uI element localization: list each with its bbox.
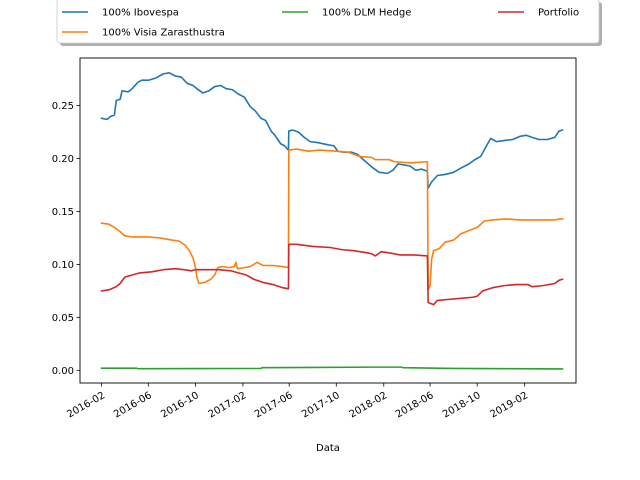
y-tick-label: 0.05 bbox=[52, 313, 74, 324]
x-axis-label: Data bbox=[316, 443, 340, 454]
y-tick-label: 0.00 bbox=[52, 366, 74, 377]
legend-item-portfolio: Portfolio bbox=[498, 8, 579, 19]
series-line-100-ibovespa bbox=[100, 72, 564, 190]
legend-label: 100% Visia Zarasthustra bbox=[102, 28, 225, 39]
legend: 100% Ibovespa 100% Visia Zarasthustra 100%… bbox=[56, 0, 602, 46]
legend-item-100-ibovespa: 100% Ibovespa bbox=[62, 8, 179, 19]
plot-area bbox=[80, 58, 576, 383]
legend-box bbox=[56, 0, 600, 44]
y-tick-label: 0.15 bbox=[52, 207, 74, 218]
y-tick-label: 0.20 bbox=[52, 154, 74, 165]
plot-frame bbox=[79, 57, 577, 384]
series-line-100-dlm-hedge bbox=[100, 366, 564, 370]
series-layer bbox=[100, 72, 564, 370]
legend-label: 100% Ibovespa bbox=[102, 8, 179, 19]
series-line-portfolio bbox=[100, 243, 564, 306]
legend-label: Portfolio bbox=[538, 8, 579, 19]
y-tick-label: 0.10 bbox=[52, 260, 74, 271]
legend-label: 100% DLM Hedge bbox=[322, 8, 411, 19]
series-line-100-visia-zarasthustra bbox=[100, 148, 564, 291]
y-axis: 0.00 0.05 0.10 0.15 0.20 0.25 bbox=[52, 101, 80, 377]
legend-item-100-dlm-hedge: 100% DLM Hedge bbox=[282, 8, 411, 19]
y-tick-label: 0.25 bbox=[52, 101, 74, 112]
legend-item-100-visia-zarasthustra: 100% Visia Zarasthustra bbox=[62, 28, 225, 39]
